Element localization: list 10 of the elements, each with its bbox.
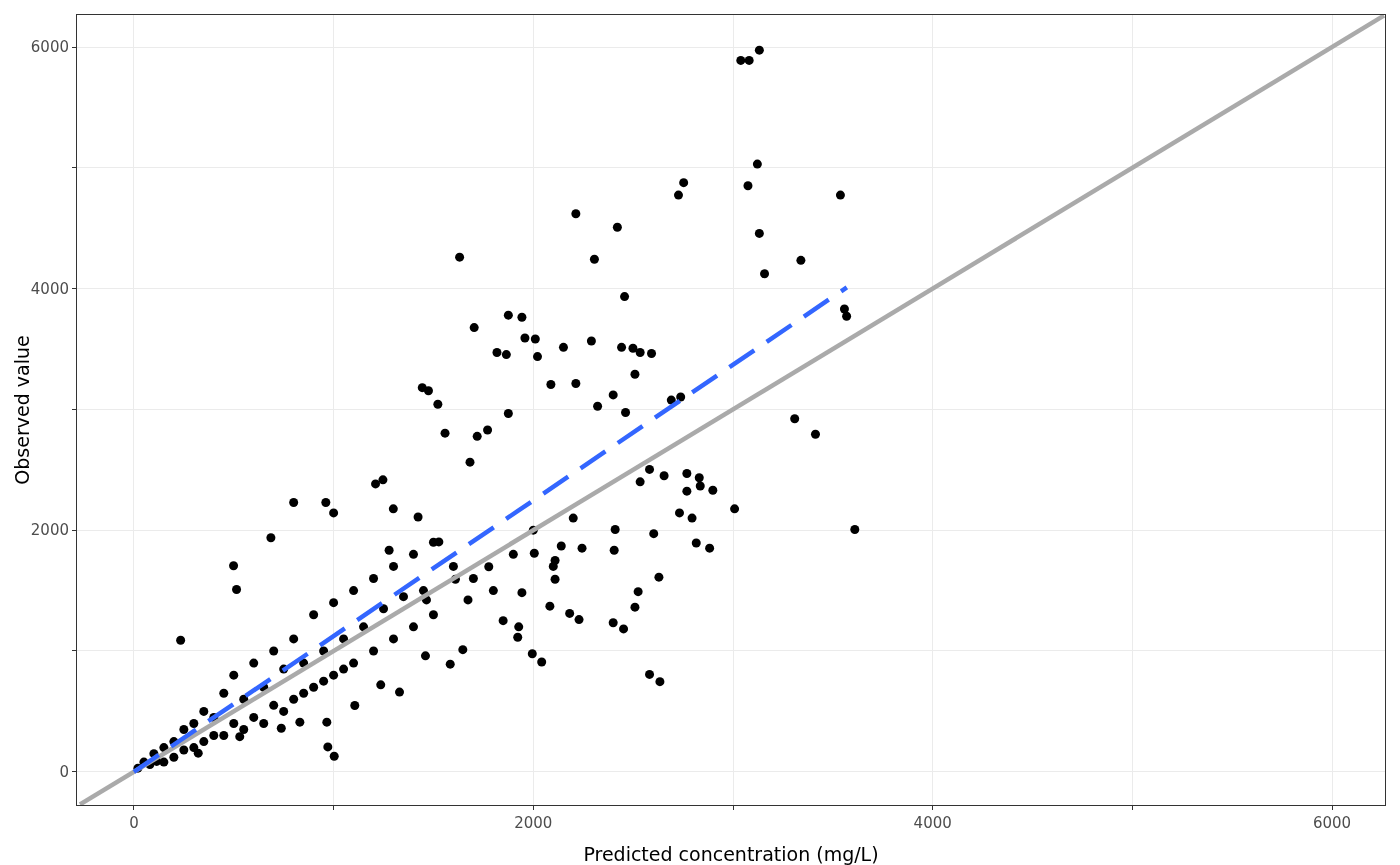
- y-axis-title: Observed value: [11, 335, 33, 485]
- x-tick-label: 0: [129, 814, 139, 832]
- y-tick-label: 4000: [30, 279, 69, 298]
- x-axis-title: Predicted concentration (mg/L): [583, 843, 879, 865]
- y-tick-label: 0: [59, 763, 69, 782]
- y-tick-label: 6000: [30, 38, 69, 57]
- x-tick-label: 4000: [913, 814, 952, 832]
- x-tick-label: 2000: [514, 814, 553, 832]
- x-tick-label: 6000: [1312, 814, 1352, 832]
- y-tick-label: 2000: [30, 521, 69, 540]
